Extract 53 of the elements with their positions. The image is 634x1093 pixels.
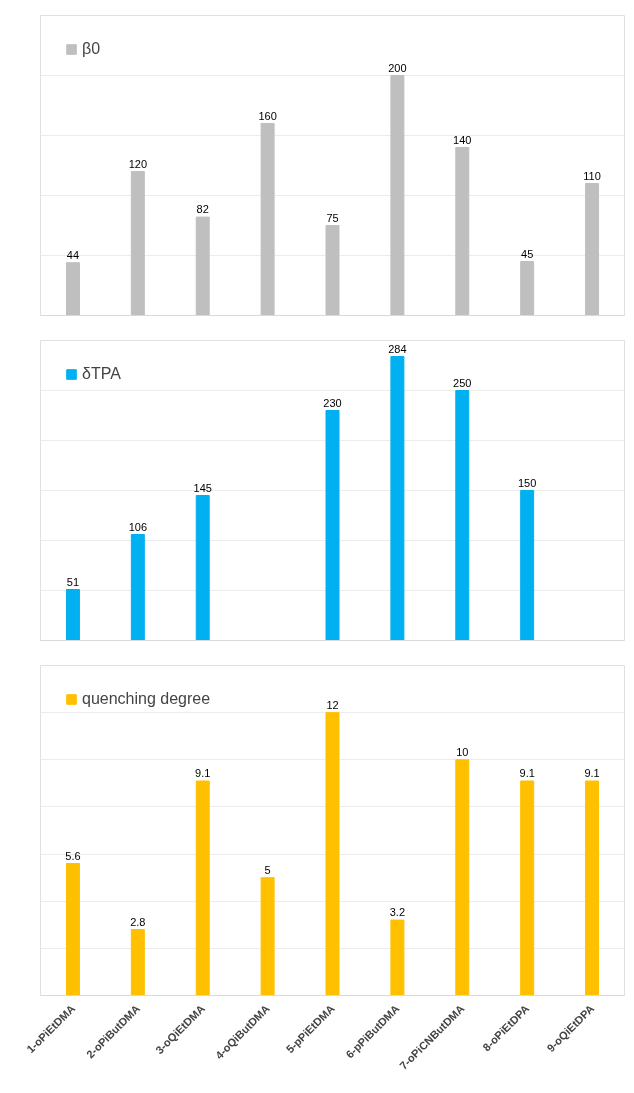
data-label: 5.6 — [65, 849, 81, 862]
bar — [585, 780, 600, 996]
bar — [65, 589, 80, 641]
bar — [260, 877, 275, 996]
bar — [130, 534, 145, 641]
legend-label: β0 — [82, 40, 102, 58]
bar — [195, 495, 210, 641]
bar — [325, 410, 340, 641]
data-label: 10 — [456, 745, 469, 758]
bar — [390, 75, 405, 316]
data-label: 45 — [521, 247, 534, 260]
data-label: 3.2 — [389, 906, 406, 919]
data-label: 284 — [388, 342, 407, 355]
data-label: 5 — [264, 863, 271, 876]
data-label: 120 — [128, 157, 148, 170]
data-label: 75 — [326, 211, 339, 224]
data-label: 9.1 — [584, 767, 600, 779]
data-label: 145 — [193, 481, 212, 494]
data-label: 110 — [583, 169, 601, 182]
bar — [455, 390, 470, 641]
bar — [520, 261, 535, 316]
data-label: 140 — [453, 133, 472, 146]
bar — [65, 262, 80, 316]
legend-label: quenching degree — [82, 690, 211, 708]
data-label: 2.8 — [130, 915, 146, 928]
bar — [195, 780, 210, 996]
data-label: 230 — [323, 396, 342, 409]
data-label: 82 — [196, 203, 209, 216]
bar — [585, 183, 600, 316]
bar — [455, 759, 470, 996]
data-label: 44 — [66, 248, 80, 261]
data-label: 9.1 — [195, 767, 211, 779]
data-label: 150 — [517, 476, 537, 489]
bar — [195, 216, 210, 316]
bar — [65, 863, 80, 996]
bar — [130, 929, 145, 996]
bar — [455, 147, 470, 316]
data-label: 12 — [326, 698, 339, 711]
bar — [325, 225, 340, 316]
bar — [325, 712, 340, 996]
data-label: 250 — [453, 376, 472, 389]
data-label: 9.1 — [519, 767, 535, 779]
bar — [260, 123, 275, 316]
data-label: 51 — [66, 575, 80, 588]
data-label: 106 — [128, 520, 148, 533]
bar — [390, 919, 405, 996]
data-label: 160 — [258, 109, 277, 122]
bar — [390, 356, 405, 641]
legend-label: δTPA — [82, 365, 121, 383]
bar — [130, 171, 145, 316]
bar — [520, 490, 535, 641]
data-label: 200 — [388, 61, 407, 74]
bar — [520, 780, 535, 996]
